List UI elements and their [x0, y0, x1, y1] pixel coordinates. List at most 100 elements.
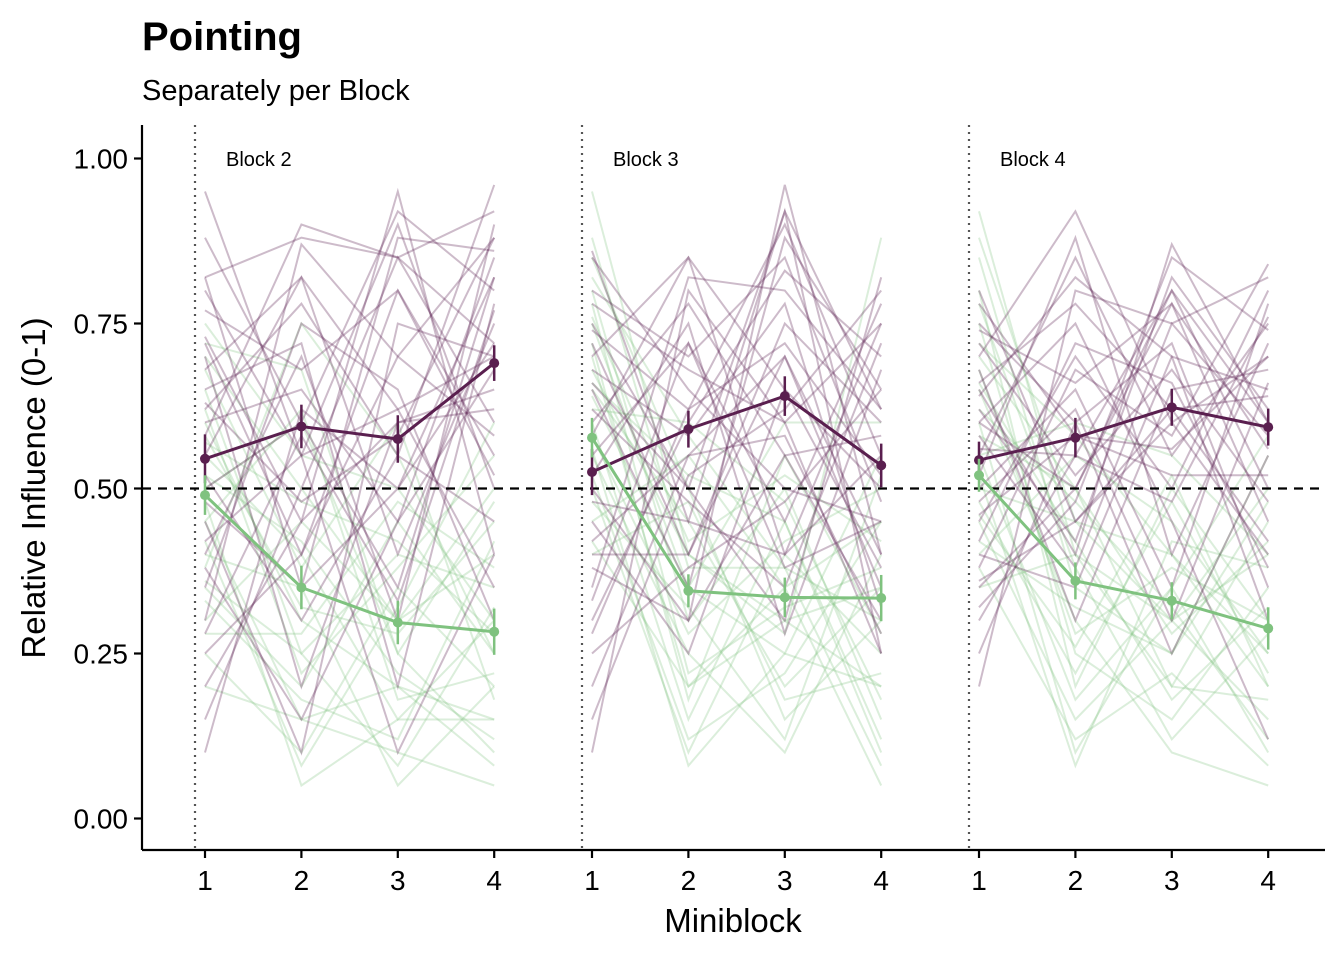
individual-line-purple	[591, 184, 883, 623]
individual-line-purple	[978, 322, 1270, 656]
individual-line-green	[204, 435, 495, 635]
x-tick-label: 1	[584, 865, 600, 896]
individual-line-purple	[978, 234, 1270, 558]
individual-line-purple	[978, 303, 1269, 477]
x-axis: 1 2 3 4 1 2 3 4 1 2 3 4	[142, 848, 1325, 896]
individual-line-green	[978, 211, 1269, 721]
individual-line-purple	[591, 342, 883, 590]
mean-point-green	[200, 490, 210, 501]
individual-line-green	[591, 408, 883, 701]
x-tick-label: 4	[873, 865, 889, 896]
individual-line-green	[204, 487, 496, 623]
individual-line-green	[204, 422, 496, 768]
individual-line-green	[978, 422, 1270, 756]
individual-line-purple	[591, 301, 883, 622]
individual-line-green	[978, 567, 1269, 767]
individual-line-green	[978, 434, 1269, 636]
individual-line-green	[204, 521, 495, 787]
individual-line-purple	[204, 288, 496, 655]
mean-line-purple	[978, 405, 1269, 462]
individual-line-purple	[591, 222, 883, 635]
individual-line-purple	[978, 341, 1270, 654]
individual-line-green	[591, 382, 883, 740]
individual-line-green	[591, 540, 882, 688]
y-tick-label: 0.00	[74, 804, 129, 835]
panel-2-individual-lines	[591, 184, 883, 786]
individual-line-purple	[978, 382, 1270, 624]
individual-line-green	[204, 407, 495, 701]
individual-line-purple	[591, 321, 883, 637]
individual-line-purple	[204, 309, 496, 635]
panel-2-means	[587, 376, 887, 622]
individual-line-green	[978, 501, 1270, 655]
individual-line-purple	[978, 275, 1270, 544]
individual-line-green	[591, 290, 883, 720]
x-tick-label: 1	[197, 865, 213, 896]
individual-line-green	[204, 454, 495, 722]
panel-3-means	[974, 388, 1274, 650]
individual-line-green	[978, 499, 1270, 676]
individual-line-green	[204, 474, 495, 741]
individual-line-purple	[204, 255, 496, 720]
x-axis-title: Miniblock	[664, 902, 802, 939]
block-label-2: Block 3	[613, 149, 679, 171]
individual-line-purple	[591, 354, 883, 687]
individual-line-purple	[591, 302, 883, 654]
individual-line-purple	[204, 236, 495, 345]
plot-area: Block 2 Block 3 Block 4	[142, 125, 1325, 850]
individual-line-purple	[204, 187, 496, 555]
mean-point-purple	[200, 453, 210, 464]
individual-line-green	[204, 420, 495, 754]
individual-line-purple	[204, 342, 496, 753]
individual-line-purple	[204, 221, 496, 489]
individual-line-purple	[591, 434, 883, 635]
mean-point-green	[392, 617, 403, 628]
x-tick-label: 1	[971, 865, 987, 896]
individual-line-purple	[978, 321, 1269, 570]
individual-line-green	[204, 585, 495, 755]
individual-line-green	[978, 382, 1269, 702]
individual-line-green	[204, 441, 495, 635]
individual-line-green	[978, 487, 1270, 688]
block-label-1: Block 2	[226, 149, 292, 171]
individual-line-purple	[978, 241, 1270, 557]
individual-line-green	[978, 303, 1269, 741]
y-axis: 0.00 0.25 0.50 0.75 1.00	[74, 125, 144, 850]
mean-point-purple	[489, 358, 500, 369]
individual-line-purple	[204, 303, 496, 691]
individual-line-green	[591, 474, 883, 742]
individual-line-purple	[978, 302, 1270, 450]
mean-line-green	[203, 494, 495, 634]
x-tick-label: 3	[777, 865, 793, 896]
individual-line-green	[204, 321, 496, 654]
individual-line-green	[591, 257, 882, 722]
individual-line-purple	[591, 289, 882, 720]
chart-title: Pointing	[142, 15, 302, 59]
individual-line-green	[591, 422, 883, 753]
y-tick-label: 0.25	[74, 639, 129, 670]
individual-line-purple	[204, 237, 495, 621]
mean-point-purple	[1070, 432, 1081, 443]
individual-line-purple	[978, 316, 1270, 504]
mean-point-purple	[587, 467, 597, 477]
panel-1-individual-lines	[204, 184, 496, 788]
mean-point-green	[1263, 623, 1274, 634]
individual-line-green	[204, 369, 496, 701]
individual-line-green	[978, 257, 1270, 655]
individual-line-purple	[204, 322, 495, 756]
individual-line-green	[591, 455, 883, 755]
individual-line-purple	[978, 288, 1270, 622]
individual-line-green	[591, 191, 882, 688]
individual-line-green	[978, 553, 1269, 701]
block-label-3: Block 4	[1000, 149, 1066, 171]
individual-line-green	[591, 237, 882, 622]
individual-line-purple	[591, 329, 883, 476]
individual-line-purple	[204, 257, 496, 524]
individual-line-green	[205, 500, 495, 635]
individual-line-green	[978, 474, 1269, 769]
individual-line-purple	[591, 208, 883, 491]
x-tick-label: 2	[1068, 865, 1084, 896]
individual-line-purple	[591, 255, 882, 557]
individual-line-green	[591, 276, 883, 767]
